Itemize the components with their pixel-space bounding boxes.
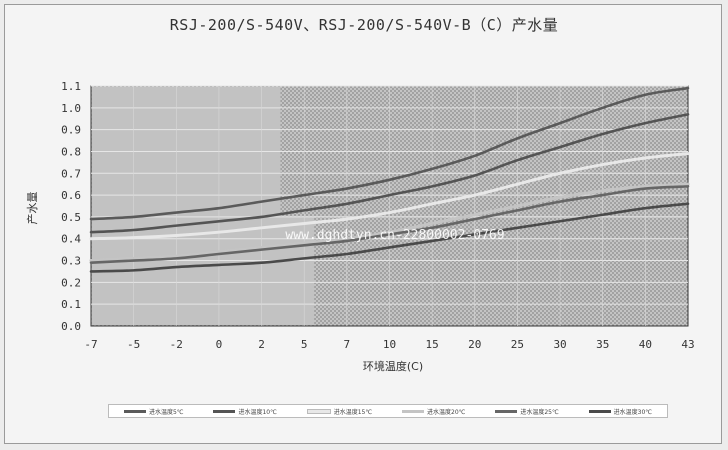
- x-tick-label: 35: [596, 338, 609, 351]
- y-tick-label: 0.3: [61, 255, 81, 268]
- x-tick-label: -7: [84, 338, 97, 351]
- x-tick-label: 7: [344, 338, 351, 351]
- legend-swatch: [402, 409, 425, 413]
- x-tick-label: -2: [170, 338, 183, 351]
- legend-swatch: [495, 409, 518, 413]
- legend-label: 进水温度10℃: [238, 408, 277, 416]
- y-tick-label: 0.0: [61, 320, 81, 333]
- y-tick-label: 0.9: [61, 124, 81, 137]
- series-line-3: [89, 152, 690, 241]
- legend-item: 进水温度30℃: [588, 407, 652, 416]
- x-tick-label: 5: [301, 338, 308, 351]
- legend-item: 进水温度10℃: [213, 407, 277, 416]
- legend: 进水温度5℃ 进水温度10℃ 进水温度15℃ 进水温度20℃ 进水温度25℃ 进水温度30…: [108, 404, 668, 418]
- x-tick-label: 25: [511, 338, 524, 351]
- legend-swatch: [306, 408, 331, 414]
- plot-background: [90, 85, 689, 327]
- legend-label: 进水温度20℃: [427, 408, 466, 416]
- x-tick-label: 43: [681, 338, 694, 351]
- x-axis-label: 环境温度(C): [363, 359, 423, 373]
- chart-title: RSJ-200/S-540V、RSJ-200/S-540V-B（C）产水量: [169, 16, 559, 34]
- legend-item: 进水温度25℃: [495, 407, 559, 416]
- series-line-6: [89, 202, 690, 273]
- y-tick-label: 1.1: [61, 80, 81, 93]
- x-tick-label: 20: [468, 338, 481, 351]
- y-tick-label: 0.5: [61, 211, 81, 224]
- series-line-4: [89, 182, 690, 263]
- y-tick-label: 0.2: [61, 276, 81, 289]
- legend-swatch: [123, 409, 146, 413]
- legend-label: 进水温度25℃: [520, 408, 559, 416]
- y-axis-label: 产水量: [25, 192, 39, 225]
- y-tick-label: 0.1: [61, 298, 81, 311]
- plot-area-shade-step: [279, 216, 315, 325]
- x-tick-label: 40: [639, 338, 652, 351]
- x-tick-label: 10: [383, 338, 396, 351]
- legend-item: 进水温度15℃: [306, 407, 373, 416]
- y-tick-labels: 0.0 0.1 0.2 0.3 0.4 0.5 0.6 0.7 0.8 0.9 1.0 1.1: [61, 80, 81, 333]
- legend-item: 进水温度20℃: [402, 407, 465, 416]
- x-tick-label: -5: [127, 338, 140, 351]
- legend-label: 进水温度5℃: [148, 408, 184, 416]
- legend-swatch: [213, 409, 236, 413]
- series-lines: [89, 86, 690, 273]
- series-line-2: [89, 113, 690, 234]
- series-line-5: [89, 185, 690, 265]
- y-tick-label: 0.4: [61, 233, 81, 246]
- x-tick-label: 2: [258, 338, 265, 351]
- x-tick-label: 0: [216, 338, 223, 351]
- series-line-1: [89, 86, 690, 221]
- x-tick-labels: -7 -5 -2 0 2 5 7 10 15 20 25 30 35 40 43: [84, 338, 694, 351]
- x-tick-label: 30: [553, 338, 566, 351]
- plot-area-shade-left: [92, 87, 281, 325]
- y-tick-label: 0.7: [61, 167, 81, 180]
- legend-label: 进水温度15℃: [333, 408, 373, 416]
- legend-item: 进水温度5℃: [123, 407, 184, 416]
- legend-swatch: [588, 409, 611, 413]
- y-tick-label: 0.8: [61, 145, 81, 158]
- x-tick-label: 15: [426, 338, 439, 351]
- y-tick-label: 0.6: [61, 189, 81, 202]
- legend-label: 进水温度30℃: [613, 408, 652, 416]
- watermark-text: www.dghdtyn.cn-22800002-0769: [285, 228, 504, 243]
- y-tick-label: 1.0: [61, 102, 81, 115]
